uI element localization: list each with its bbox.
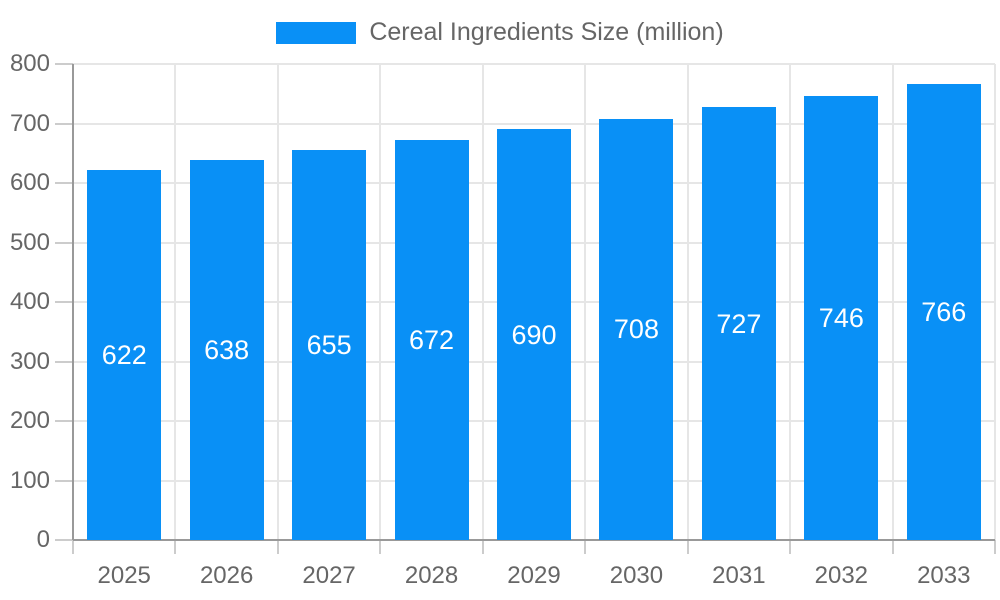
y-tick xyxy=(55,539,73,541)
y-axis-label: 0 xyxy=(36,526,50,553)
bar-value-label: 622 xyxy=(101,339,147,370)
y-tick xyxy=(55,360,73,363)
bar-value-label: 708 xyxy=(613,314,659,345)
y-tick xyxy=(55,182,73,184)
x-axis-label: 2031 xyxy=(712,562,766,589)
bar[interactable] xyxy=(394,140,469,540)
bar[interactable] xyxy=(497,129,571,540)
bar[interactable] xyxy=(701,107,776,540)
y-axis-label: 500 xyxy=(9,228,50,256)
x-axis-label: 2030 xyxy=(609,562,664,589)
v-gridline xyxy=(276,64,279,540)
y-axis-label: 700 xyxy=(9,109,50,137)
x-axis-label: 2029 xyxy=(507,562,561,589)
y-axis-label: 800 xyxy=(9,50,50,77)
x-tick xyxy=(891,540,894,554)
y-axis-label: 100 xyxy=(9,466,50,494)
bar[interactable] xyxy=(87,169,162,540)
bar[interactable] xyxy=(292,150,367,540)
y-axis-line xyxy=(72,64,74,540)
x-tick xyxy=(584,540,587,554)
bar-value-label: 690 xyxy=(511,319,557,350)
h-gridline xyxy=(73,122,995,125)
bar-value-label: 672 xyxy=(409,325,455,356)
bar[interactable] xyxy=(599,118,674,540)
legend-swatch-icon xyxy=(276,21,357,44)
x-axis-label: 2032 xyxy=(814,562,869,589)
bar-value-label: 766 xyxy=(921,297,967,328)
bar[interactable] xyxy=(189,160,264,540)
bar-value-label: 746 xyxy=(818,303,864,334)
v-gridline xyxy=(379,64,382,540)
x-axis-label: 2028 xyxy=(404,562,459,589)
x-tick xyxy=(994,540,996,554)
x-tick xyxy=(379,540,382,554)
x-axis-label: 2027 xyxy=(302,562,356,589)
x-tick xyxy=(481,540,484,554)
y-axis-label: 300 xyxy=(9,347,50,375)
y-axis-label: 600 xyxy=(9,169,50,196)
legend: Cereal Ingredients Size (million) xyxy=(0,18,1000,47)
v-gridline xyxy=(891,64,894,540)
x-axis-label: 2025 xyxy=(97,562,151,589)
y-tick xyxy=(55,479,73,482)
x-axis-label: 2033 xyxy=(917,562,971,589)
v-gridline xyxy=(994,64,996,540)
x-axis-line xyxy=(73,539,995,541)
y-tick xyxy=(55,420,73,422)
v-gridline xyxy=(789,64,792,540)
y-tick xyxy=(55,301,73,303)
bar[interactable] xyxy=(906,84,981,540)
bar-value-label: 655 xyxy=(306,330,352,361)
y-tick xyxy=(55,241,73,244)
v-gridline xyxy=(584,64,587,540)
x-tick xyxy=(686,540,689,554)
bar-value-label: 638 xyxy=(204,335,250,366)
bar[interactable] xyxy=(804,96,879,540)
y-axis-label: 400 xyxy=(9,288,50,315)
legend-item[interactable]: Cereal Ingredients Size (million) xyxy=(276,18,724,47)
x-tick xyxy=(174,540,177,554)
x-tick xyxy=(72,540,74,554)
y-tick xyxy=(55,63,73,65)
v-gridline xyxy=(174,64,177,540)
h-gridline xyxy=(73,63,995,65)
legend-label: Cereal Ingredients Size (million) xyxy=(369,18,724,46)
y-tick xyxy=(55,122,73,125)
x-tick xyxy=(789,540,792,554)
x-tick xyxy=(276,540,279,554)
bar-value-label: 727 xyxy=(716,308,762,339)
x-axis-label: 2026 xyxy=(199,562,254,589)
y-axis-label: 200 xyxy=(9,407,50,434)
v-gridline xyxy=(686,64,689,540)
v-gridline xyxy=(481,64,484,540)
